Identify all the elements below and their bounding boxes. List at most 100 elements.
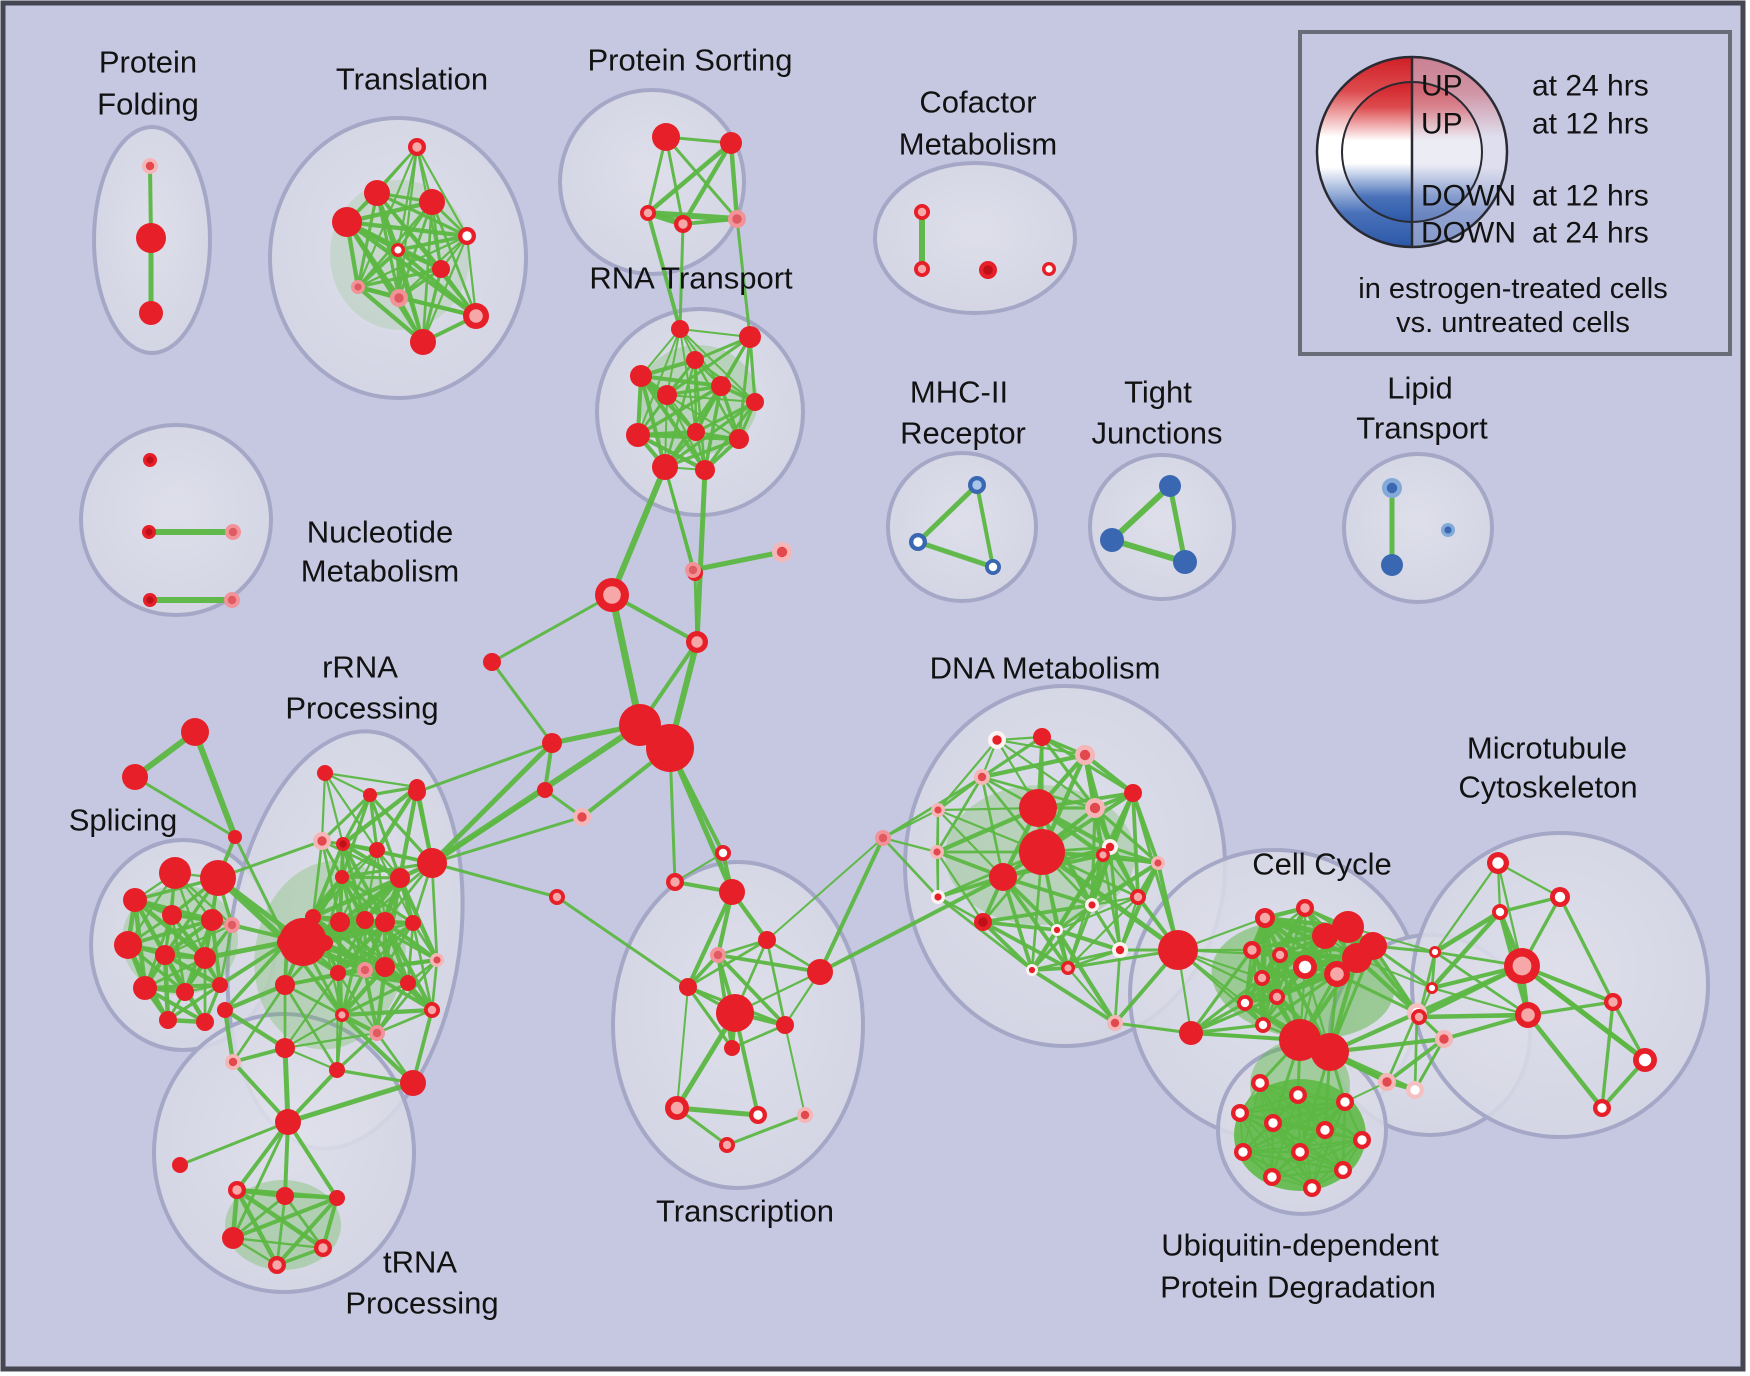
edge-tight-junctions: [1109, 483, 1173, 543]
edge-rrna-processing: [335, 1013, 344, 1072]
edge-ubiquitin-degradation: [1271, 1100, 1347, 1125]
edge-bridge: [216, 839, 324, 880]
edge-bridge: [818, 875, 1005, 974]
edge-transcription: [784, 1024, 806, 1116]
edge-cell-cycle: [1189, 1023, 1265, 1035]
edge-bridge: [233, 835, 289, 944]
edge-dna-metabolism: [1054, 927, 1118, 1026]
gene-node-center-lipid-transport: [1386, 482, 1398, 494]
edge-ubiquitin-degradation: [1270, 1100, 1347, 1179]
gene-node-splicing: [176, 983, 194, 1001]
gene-node-center-dna-metabolism: [978, 917, 988, 927]
edge-dna-metabolism: [1054, 852, 1106, 933]
edge-tight-junctions: [1109, 537, 1188, 565]
gene-node-translation: [432, 260, 450, 278]
cluster-bubble-tight-junctions: [1088, 453, 1236, 601]
edge-translation: [356, 267, 443, 289]
gene-node-rrna-processing: [275, 975, 295, 995]
edge-dna-metabolism: [1030, 948, 1122, 972]
edge-bridge: [663, 465, 695, 572]
gene-node-center-ubiquitin-degradation: [1357, 1135, 1367, 1145]
edge-translation: [415, 145, 469, 238]
edge-trna-processing: [235, 1120, 290, 1192]
edge-rrna-processing: [323, 771, 419, 789]
gene-node-protein-sorting: [652, 123, 680, 151]
edge-transcription: [716, 953, 787, 1027]
edge-bridge: [285, 1080, 416, 1125]
gene-node-center-dna-metabolism: [1088, 901, 1096, 909]
gene-node-rna-transport: [630, 365, 652, 387]
edge-rrna-processing: [368, 793, 434, 865]
gene-node-center-ubiquitin-degradation: [1235, 1108, 1245, 1118]
edge-rna-transport: [666, 394, 740, 440]
legend-direction-3: DOWN: [1421, 217, 1516, 250]
edge-trna-processing: [231, 1194, 287, 1240]
edge-dna-metabolism: [1066, 853, 1105, 970]
gene-node-center-microtubule-cytoskeleton: [1521, 1008, 1535, 1022]
gene-node-rrna-processing: [400, 975, 416, 991]
edge-cell-cycle: [1385, 1037, 1446, 1084]
edge-dna-metabolism: [1066, 895, 1140, 970]
edge-rrna-processing: [339, 1012, 416, 1086]
gene-node-connectors: [483, 653, 501, 671]
gene-node-center-ubiquitin-degradation: [1238, 1147, 1248, 1157]
edge-dna-metabolism: [1117, 860, 1161, 953]
edge-cell-cycle: [1413, 1011, 1419, 1092]
edge-cell-cycle: [1250, 906, 1307, 952]
gene-node-center-dna-metabolism: [1110, 1018, 1120, 1028]
gene-node-rna-transport: [695, 460, 715, 480]
edge-bridge: [646, 211, 682, 331]
gene-node-center-microtubule-cytoskeleton: [1608, 997, 1618, 1007]
gene-node-transcription: [716, 994, 754, 1032]
cluster-bubble-mhc-ii-receptor: [886, 451, 1038, 603]
edge-dna-metabolism: [936, 895, 1034, 972]
edge-ubiquitin-degradation: [1270, 1168, 1345, 1179]
gene-node-connectors: [537, 782, 553, 798]
gene-node-center-cofactor-metabolism: [917, 207, 927, 217]
edge-microtubule-cytoskeleton: [1558, 895, 1615, 1004]
cluster-label-lipid-transport: Lipid: [1387, 371, 1453, 406]
gene-node-center-trna-processing: [272, 1260, 282, 1270]
edge-rna-transport: [637, 328, 681, 436]
edge-rrna-processing: [336, 971, 379, 1035]
edge-rrna-processing: [430, 958, 439, 1012]
edge-microtubule-cytoskeleton: [1430, 986, 1530, 1017]
edge-dna-metabolism: [1030, 968, 1117, 1025]
gene-node-protein-sorting: [720, 132, 742, 154]
gene-node-rrna-processing: [317, 765, 333, 781]
gene-node-center-connectors: [688, 565, 698, 575]
edge-rna-transport: [666, 394, 756, 403]
gene-node-rrna-processing: [363, 788, 377, 802]
gene-node-translation: [332, 207, 362, 237]
edge-rrna-processing: [336, 971, 410, 985]
gene-node-dna-metabolism: [1124, 784, 1142, 802]
legend-direction-1: UP: [1421, 108, 1463, 141]
gene-node-trna-processing: [276, 1187, 294, 1205]
gene-node-center-translation: [469, 309, 483, 323]
edge-cell-cycle: [1327, 1036, 1447, 1055]
gene-node-protein-folding: [139, 301, 163, 325]
gene-node-center-nucleotide-metabolism: [146, 596, 154, 604]
edge-rna-transport: [663, 358, 697, 469]
edge-translation: [397, 296, 478, 318]
gene-node-center-microtubule-cytoskeleton: [1495, 907, 1505, 917]
gene-node-center-cell-cycle: [1300, 903, 1310, 913]
gene-node-rrna-processing: [375, 957, 395, 977]
cluster-bubble-nucleotide-metabolism: [79, 423, 273, 617]
gene-node-rrna-processing: [330, 912, 350, 932]
gene-node-translation: [410, 329, 436, 355]
gene-node-cell-cycle: [1311, 1033, 1349, 1071]
edge-dna-metabolism: [1001, 875, 1070, 970]
cluster-label-protein-folding: Folding: [97, 87, 199, 122]
legend-time-1: at 12 hrs: [1532, 108, 1649, 141]
edge-cell-cycle: [1335, 972, 1419, 1015]
gene-node-splicing: [114, 931, 142, 959]
edge-translation: [421, 234, 469, 344]
gene-node-dna-metabolism: [1033, 728, 1051, 746]
gene-node-center-dna-metabolism: [933, 848, 941, 856]
nodes-layer: [114, 123, 1657, 1274]
gene-node-center-ubiquitin-degradation: [1293, 1090, 1303, 1100]
gene-node-center-nucleotide-metabolism: [145, 528, 153, 536]
edge-trna-processing: [283, 1194, 325, 1250]
